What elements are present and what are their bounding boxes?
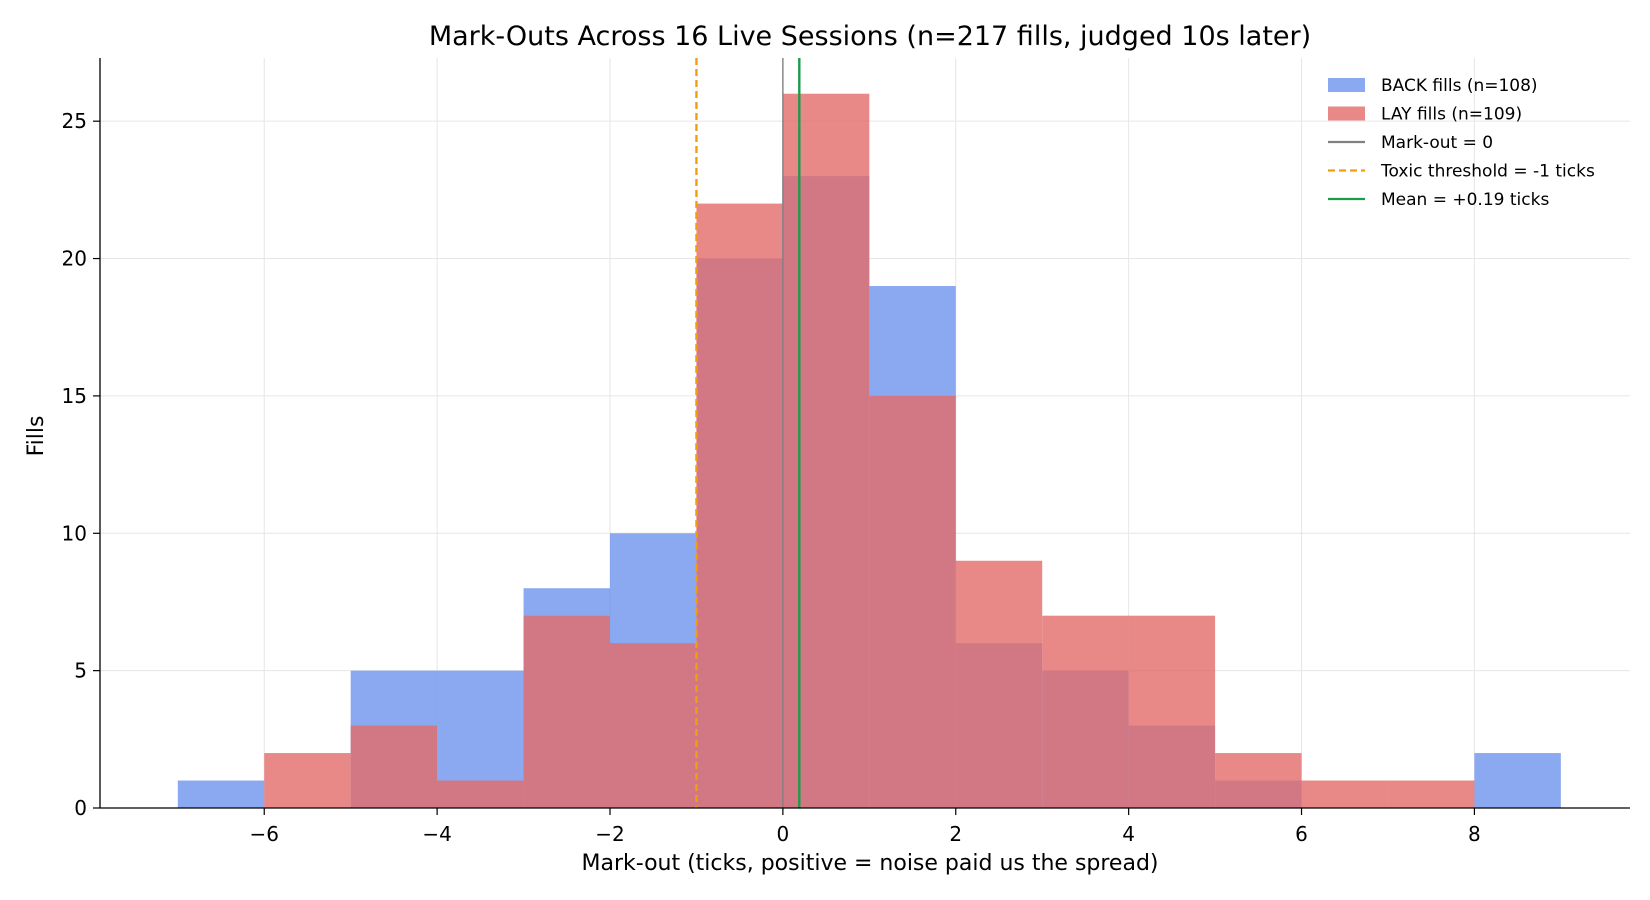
histogram-bar-series-2 [1128, 615, 1216, 808]
legend-swatch-2 [1328, 106, 1365, 121]
histogram-bar-series-2 [264, 753, 351, 808]
x-tick-label: −4 [422, 822, 451, 846]
x-tick-label: 8 [1468, 822, 1481, 846]
y-tick-label: 5 [74, 659, 87, 683]
x-tick-label: −6 [249, 822, 278, 846]
legend: BACK fills (n=108) LAY fills (n=109) Mark-… [1328, 76, 1595, 210]
x-tick-label: 4 [1122, 822, 1135, 846]
legend-label-5: Mean = +0.19 ticks [1381, 190, 1549, 210]
x-tick-label: 2 [949, 822, 962, 846]
histogram-bar-series-2 [610, 643, 697, 808]
histogram-bar-series-1 [1474, 753, 1561, 808]
x-axis-label: Mark-out (ticks, positive = noise paid u… [581, 851, 1158, 876]
y-tick-label: 20 [62, 247, 87, 271]
histogram-bar-series-2 [1215, 753, 1302, 808]
x-tick-label: 0 [777, 822, 790, 846]
histogram-bar-series-2 [523, 615, 610, 808]
x-tick-label: 6 [1295, 822, 1308, 846]
y-tick-label: 0 [74, 796, 87, 820]
y-tick-label: 25 [62, 109, 87, 133]
y-axis-label: Fills [24, 416, 49, 457]
histogram-bar-series-2 [437, 780, 524, 808]
legend-label-4: Toxic threshold = -1 ticks [1380, 162, 1595, 182]
chart-title: Mark-Outs Across 16 Live Sessions (n=217… [429, 21, 1311, 52]
histogram-bar-series-2 [869, 395, 956, 808]
histogram-bar-series-2 [1301, 780, 1388, 808]
histogram-bar-series-2 [350, 725, 438, 808]
y-tick-label: 10 [62, 521, 87, 545]
histogram-bar-series-2 [696, 203, 783, 809]
legend-swatch-1 [1328, 78, 1365, 92]
legend-label-3: Mark-out = 0 [1381, 133, 1493, 153]
histogram-bar-series-1 [177, 780, 265, 808]
reference-lines [695, 58, 801, 808]
histogram-bar-series-2 [955, 560, 1043, 808]
legend-label-1: BACK fills (n=108) [1381, 76, 1538, 96]
x-tick-label: −2 [595, 822, 624, 846]
histogram-bar-series-2 [1042, 615, 1129, 808]
axes [99, 58, 1630, 809]
bars-layer [177, 93, 1561, 809]
tick-labels: −6 −4 −2 0 2 4 6 8 0 5 10 15 20 25 [62, 109, 1481, 846]
legend-label-2: LAY fills (n=109) [1381, 105, 1522, 125]
histogram-bar-series-2 [1387, 780, 1475, 808]
y-tick-label: 15 [62, 384, 87, 408]
histogram-bar-series-2 [782, 93, 870, 808]
